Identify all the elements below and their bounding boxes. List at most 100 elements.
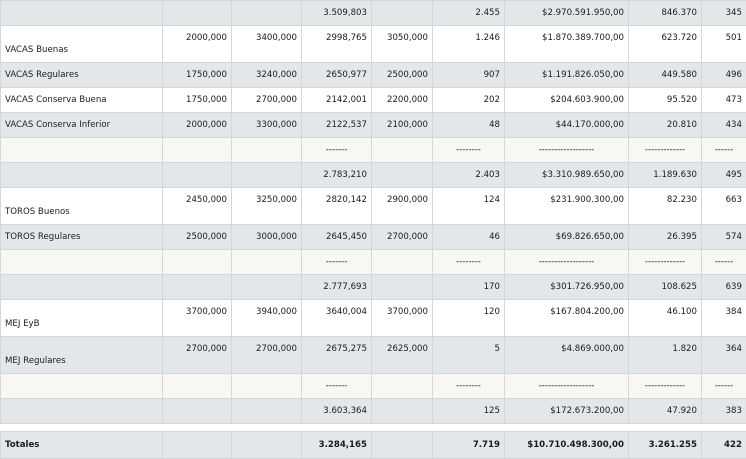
cell-mode: 2900,000 (371, 187, 433, 225)
cell-average: ------- (301, 249, 372, 275)
cell-min: 1750,000 (162, 87, 232, 113)
cell-average: 2675,275 (301, 336, 372, 374)
cell-heads: -------- (432, 137, 505, 163)
row-label (0, 398, 163, 424)
cell-heads: 120 (432, 299, 505, 337)
cell-average: ------- (301, 137, 372, 163)
cell-min (162, 162, 232, 188)
cell-max: 3940,000 (231, 299, 302, 337)
cell-kilos: 623.720 (628, 25, 702, 63)
table-row: VACAS Buenas 2000,000 3400,000 2998,765 … (0, 25, 746, 63)
cell-avg-weight: ------ (701, 137, 746, 163)
cell-max: 2700,000 (231, 87, 302, 113)
cell-max (231, 137, 302, 163)
cell-amount: $167.804.200,00 (504, 299, 629, 337)
cell-min: 2500,000 (162, 224, 232, 250)
cell-min: 1750,000 (162, 62, 232, 88)
cell-max: 3240,000 (231, 62, 302, 88)
cell-kilos: ------------- (628, 373, 702, 399)
cell-amount: ------------------ (504, 137, 629, 163)
cell-heads: 907 (432, 62, 505, 88)
row-label (0, 162, 163, 188)
row-label: VACAS Conserva Buena (0, 87, 163, 113)
cell-heads: 170 (432, 274, 505, 300)
cell-mode (371, 249, 433, 275)
row-label (0, 137, 163, 163)
cell-avg-weight: ------ (701, 373, 746, 399)
cell-mode: 2100,000 (371, 112, 433, 138)
cell-amount: $3.310.989.650,00 (504, 162, 629, 188)
cell-max (231, 249, 302, 275)
table-row: 2.783,210 2.403 $3.310.989.650,00 1.189.… (0, 162, 746, 188)
row-label (0, 274, 163, 300)
cell-mode: 2200,000 (371, 87, 433, 113)
row-label (0, 249, 163, 275)
cell-average: 2650,977 (301, 62, 372, 88)
cell-average: 2.783,210 (301, 162, 372, 188)
row-label: VACAS Buenas (0, 25, 163, 63)
table-row: 2.777,693 170 $301.726.950,00 108.625 63… (0, 274, 746, 300)
cell-max (231, 162, 302, 188)
cell-amount: $204.603.900,00 (504, 87, 629, 113)
cell-kilos: 846.370 (628, 0, 702, 26)
table-row: VACAS Conserva Inferior 2000,000 3300,00… (0, 112, 746, 138)
cell-mode (371, 162, 433, 188)
cell-mode: 3700,000 (371, 299, 433, 337)
cell-min (162, 398, 232, 424)
row-label: TOROS Buenos (0, 187, 163, 225)
cell-heads: 202 (432, 87, 505, 113)
cell-kilos: 3.261.255 (628, 431, 702, 459)
cell-kilos: 47.920 (628, 398, 702, 424)
table-row: MEJ Regulares 2700,000 2700,000 2675,275… (0, 336, 746, 374)
cell-mode: 2500,000 (371, 62, 433, 88)
cell-max: 2700,000 (231, 336, 302, 374)
cell-average: 2.777,693 (301, 274, 372, 300)
cell-min (162, 431, 232, 459)
cell-min: 3700,000 (162, 299, 232, 337)
table-row: ------- -------- ------------------ ----… (0, 249, 746, 275)
cell-amount: $69.826.650,00 (504, 224, 629, 250)
table-row: ------- -------- ------------------ ----… (0, 137, 746, 163)
cell-average: 2820,142 (301, 187, 372, 225)
cell-kilos: 26.395 (628, 224, 702, 250)
cell-avg-weight: 639 (701, 274, 746, 300)
cell-min (162, 0, 232, 26)
cell-max (231, 431, 302, 459)
cell-amount: $10.710.498.300,00 (504, 431, 629, 459)
cell-mode (371, 0, 433, 26)
cell-min: 2000,000 (162, 25, 232, 63)
cell-average: 3.509,803 (301, 0, 372, 26)
cell-mode (371, 398, 433, 424)
cell-average: 2142,001 (301, 87, 372, 113)
cell-mode (371, 373, 433, 399)
cell-kilos: 20.810 (628, 112, 702, 138)
table-row: TOROS Buenos 2450,000 3250,000 2820,142 … (0, 187, 746, 225)
cell-average: 2122,537 (301, 112, 372, 138)
cell-kilos: 1.189.630 (628, 162, 702, 188)
cell-heads: 1.246 (432, 25, 505, 63)
cell-kilos: ------------- (628, 249, 702, 275)
cell-min (162, 373, 232, 399)
cell-average: 3640,004 (301, 299, 372, 337)
cell-average: 3.603,364 (301, 398, 372, 424)
cell-kilos: ------------- (628, 137, 702, 163)
cell-min (162, 274, 232, 300)
table-row: VACAS Conserva Buena 1750,000 2700,000 2… (0, 87, 746, 113)
cell-max: 3300,000 (231, 112, 302, 138)
row-label: VACAS Conserva Inferior (0, 112, 163, 138)
cell-average: 3.284,165 (301, 431, 372, 459)
cell-amount: $1.191.826.050,00 (504, 62, 629, 88)
row-label (0, 373, 163, 399)
table-row: 3.603,364 125 $172.673.200,00 47.920 383 (0, 398, 746, 424)
cell-amount: $172.673.200,00 (504, 398, 629, 424)
cell-heads: 46 (432, 224, 505, 250)
cell-kilos: 46.100 (628, 299, 702, 337)
cell-kilos: 449.580 (628, 62, 702, 88)
cell-max: 3000,000 (231, 224, 302, 250)
row-label: VACAS Regulares (0, 62, 163, 88)
cell-heads: 48 (432, 112, 505, 138)
cell-max: 3400,000 (231, 25, 302, 63)
cell-min: 2700,000 (162, 336, 232, 374)
